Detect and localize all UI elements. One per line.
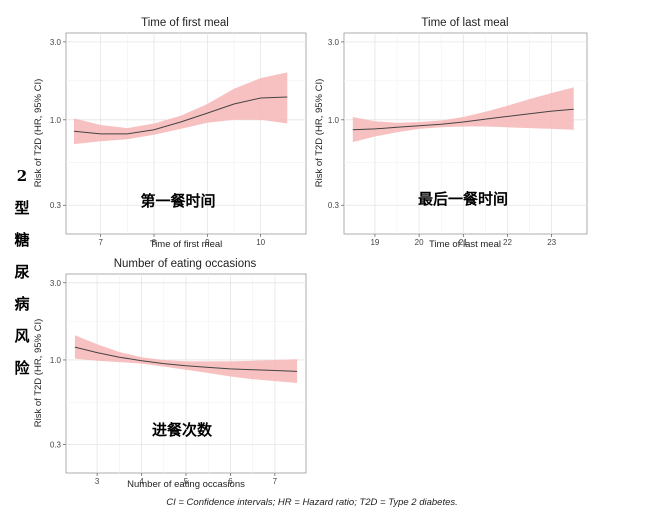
overlay-label: 第一餐时间 (140, 192, 215, 210)
x-tick-label: 23 (547, 238, 556, 247)
x-tick-label: 20 (415, 238, 424, 247)
y-axis-label: Risk of T2D (HR, 95% CI) (314, 79, 325, 188)
figure-caption: CI = Confidence intervals; HR = Hazard r… (166, 497, 458, 508)
ticks: 7 8 9 10 0.3 1.0 3.0 (50, 38, 266, 247)
y-tick-label: 3.0 (50, 279, 62, 288)
ci-band (74, 335, 298, 383)
x-tick-label: 5 (184, 477, 189, 486)
x-axis-label: Time of last meal (429, 239, 501, 250)
ci-band (74, 72, 288, 145)
confidence-band (352, 87, 574, 143)
ticks: 3 4 5 6 7 0.3 1.0 3.0 (50, 279, 278, 486)
x-tick-label: 22 (503, 238, 512, 247)
side-label-char: 尿 (14, 263, 29, 281)
x-tick-label: 8 (152, 238, 157, 247)
hr-curve (73, 96, 288, 135)
ticks: 19 20 21 22 23 0.3 1.0 3.0 (328, 38, 557, 247)
x-tick-label: 21 (459, 238, 468, 247)
panel-title: Time of first meal (141, 17, 229, 29)
overlay-label: 最后一餐时间 (418, 190, 508, 208)
side-label-char: 病 (14, 295, 29, 313)
panel-first-meal: Time of first meal 7 8 9 10 0.3 1.0 3.0 Time o… (33, 17, 307, 250)
x-axis-label: Number of eating occasions (127, 479, 245, 490)
hr-line (74, 346, 298, 372)
x-tick-label: 3 (95, 477, 100, 486)
confidence-band (74, 72, 288, 145)
hr-line (352, 108, 574, 131)
panel-eating-occasions: Number of eating occasions 3 4 5 6 7 0.3 1.0 3.… (33, 258, 307, 490)
y-tick-label: 0.3 (50, 441, 62, 450)
hr-curve (352, 108, 574, 131)
x-axis-label: Time of first meal (150, 239, 223, 250)
grid (66, 33, 306, 234)
side-label-char: 险 (14, 359, 30, 377)
ci-band (352, 87, 574, 143)
x-tick-label: 6 (228, 477, 233, 486)
x-tick-label: 7 (273, 477, 278, 486)
x-tick-label: 4 (139, 477, 144, 486)
y-tick-label: 0.3 (50, 201, 62, 210)
y-axis-label: Risk of T2D (HR, 95% CI) (33, 79, 44, 188)
side-label-char: 2 (17, 167, 27, 185)
y-tick-label: 1.0 (50, 116, 62, 125)
y-tick-label: 3.0 (328, 38, 340, 47)
y-tick-label: 1.0 (328, 116, 340, 125)
side-label-char: 风 (14, 327, 29, 345)
side-label-char: 型 (14, 199, 29, 217)
side-label-char: 糖 (14, 231, 29, 249)
x-tick-label: 9 (205, 238, 210, 247)
x-tick-label: 19 (370, 238, 379, 247)
overlay-label: 进餐次数 (152, 421, 213, 439)
y-tick-label: 1.0 (50, 356, 62, 365)
hr-line (73, 96, 288, 135)
y-tick-label: 3.0 (50, 38, 62, 47)
y-tick-label: 0.3 (328, 201, 340, 210)
confidence-band (74, 335, 298, 383)
panel-title: Time of last meal (421, 17, 508, 29)
y-axis-label: Risk of T2D (HR, 95% CI) (33, 319, 44, 428)
hr-curve (74, 346, 298, 372)
side-label: 2 型 糖 尿 病 风 险 (14, 167, 30, 377)
x-tick-label: 10 (256, 238, 265, 247)
panel-last-meal: Time of last meal 19 20 21 22 23 0.3 1.0 3.0 Ti… (314, 17, 588, 250)
panel-title: Number of eating occasions (114, 258, 257, 270)
x-tick-label: 7 (98, 238, 103, 247)
